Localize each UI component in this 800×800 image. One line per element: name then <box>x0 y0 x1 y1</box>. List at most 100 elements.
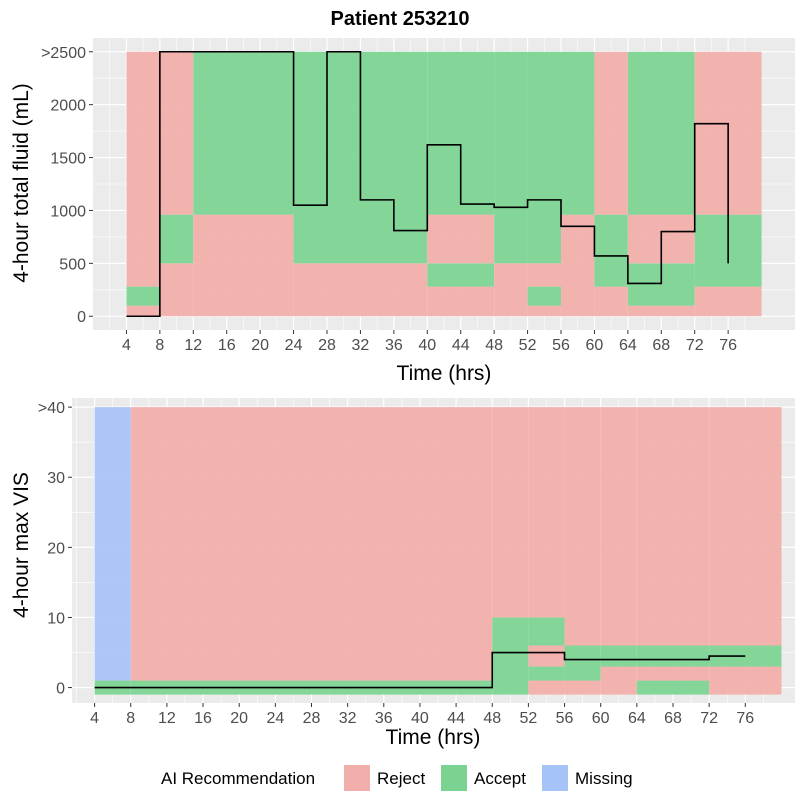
vis-tile-reject <box>636 666 710 681</box>
fluid-tile-accept <box>594 214 628 287</box>
legend: AI Recommendation Reject Accept Missing <box>161 765 633 791</box>
fluid-y-tick-label: 1500 <box>50 151 86 168</box>
fluid-x-tick-label: 68 <box>652 337 670 354</box>
chart-title: Patient 253210 <box>331 8 470 30</box>
legend-swatch-missing <box>542 765 568 791</box>
fluid-x-tick-label: 24 <box>285 337 303 354</box>
vis-x-tick-label: 36 <box>375 710 393 727</box>
vis-tile-reject <box>528 407 565 618</box>
vis-x-tick-label: 52 <box>519 710 537 727</box>
vis-x-tick-label: 24 <box>266 710 284 727</box>
fluid-tile-reject <box>594 286 628 317</box>
vis-x-axis-label: Time (hrs) <box>386 726 481 749</box>
vis-panel: 4 8 12 16 20 24 28 32 36 40 44 48 52 56 60 64 68 72 760102… <box>38 398 795 727</box>
vis-step-line <box>94 651 746 689</box>
vis-x-tick-label: 4 <box>90 710 99 727</box>
vis-x-tick-label: 16 <box>194 710 212 727</box>
legend-title: AI Recommendation <box>161 769 315 788</box>
legend-swatch-accept <box>441 765 467 791</box>
vis-x-tick-label: 64 <box>628 710 646 727</box>
fluid-tile-accept <box>527 51 561 264</box>
fluid-y-axis-label: 4-hour total fluid (mL) <box>10 83 33 283</box>
vis-x-tick-label: 76 <box>736 710 754 727</box>
vis-tile-accept <box>600 645 637 667</box>
fluid-x-tick-label: 28 <box>318 337 336 354</box>
fluid-x-tick-label: 60 <box>586 337 604 354</box>
vis-y-tick-label: 10 <box>47 610 65 627</box>
vis-tile-accept <box>636 645 710 667</box>
fluid-tile-accept <box>627 51 695 215</box>
vis-x-tick-label: 20 <box>230 710 248 727</box>
fluid-y-tick-label: 1000 <box>50 203 86 220</box>
fluid-x-tick-label: 16 <box>218 337 236 354</box>
vis-x-tick-label: 32 <box>339 710 357 727</box>
vis-x-tick-label: 68 <box>664 710 682 727</box>
vis-tile-reject <box>709 407 782 646</box>
legend-label-missing: Missing <box>575 769 633 788</box>
vis-tile-reject <box>600 666 637 695</box>
legend-swatch-reject <box>344 765 370 791</box>
vis-tile-accept <box>528 666 565 681</box>
vis-tile-accept <box>492 617 529 695</box>
fluid-tile-accept <box>193 51 294 215</box>
vis-tile-missing <box>94 407 131 681</box>
fluid-x-tick-label: 48 <box>485 337 503 354</box>
vis-x-tick-label: 56 <box>556 710 574 727</box>
fluid-tile-reject <box>561 214 595 317</box>
fluid-tile-reject <box>494 263 528 317</box>
fluid-tile-reject <box>427 286 495 317</box>
fluid-x-tick-label: 64 <box>619 337 637 354</box>
fluid-tile-accept <box>527 286 561 306</box>
vis-tile-reject <box>636 407 710 646</box>
fluid-tile-reject <box>527 263 561 287</box>
vis-y-tick-label: 20 <box>47 540 65 557</box>
fluid-x-tick-label: 8 <box>155 337 164 354</box>
fluid-x-tick-label: 40 <box>418 337 436 354</box>
vis-x-tick-label: 40 <box>411 710 429 727</box>
fluid-tile-reject <box>694 286 762 317</box>
vis-tile-reject <box>130 407 493 681</box>
fluid-tile-accept <box>494 51 528 264</box>
vis-x-tick-label: 28 <box>303 710 321 727</box>
fluid-x-tick-label: 36 <box>385 337 403 354</box>
vis-y-tick-label: >40 <box>38 400 65 417</box>
vis-x-tick-label: 44 <box>447 710 465 727</box>
fluid-x-tick-label: 20 <box>251 337 269 354</box>
fluid-tile-reject <box>293 263 428 317</box>
vis-x-tick-label: 48 <box>483 710 501 727</box>
fluid-x-tick-label: 72 <box>686 337 704 354</box>
fluid-tile-reject <box>193 214 294 317</box>
vis-tile-reject <box>564 407 601 646</box>
vis-x-tick-label: 72 <box>700 710 718 727</box>
fluid-step-line <box>126 50 729 318</box>
vis-tile-reject <box>564 680 601 695</box>
vis-tile-accept <box>528 617 565 646</box>
vis-tile-accept <box>564 645 601 667</box>
fluid-y-tick-label: >2500 <box>41 45 86 62</box>
legend-label-reject: Reject <box>377 769 425 788</box>
vis-tile-accept <box>564 666 601 681</box>
vis-y-tick-label: 0 <box>56 681 65 698</box>
legend-label-accept: Accept <box>474 769 526 788</box>
fluid-tile-reject <box>159 263 194 317</box>
fluid-x-tick-label: 32 <box>352 337 370 354</box>
vis-y-axis-label: 4-hour max VIS <box>10 472 33 618</box>
fluid-x-tick-label: 4 <box>122 337 131 354</box>
fluid-tile-reject <box>159 51 194 215</box>
fluid-x-tick-label: 56 <box>552 337 570 354</box>
vis-x-tick-label: 60 <box>592 710 610 727</box>
fluid-y-tick-label: 0 <box>77 309 86 326</box>
vis-tile-reject <box>528 645 565 667</box>
vis-tile-reject <box>709 666 782 695</box>
fluid-x-tick-label: 76 <box>719 337 737 354</box>
vis-x-tick-label: 12 <box>158 710 176 727</box>
fluid-tile-reject <box>427 214 495 264</box>
fluid-x-axis-label: Time (hrs) <box>397 362 492 385</box>
fluid-x-tick-label: 44 <box>452 337 470 354</box>
fluid-tile-reject <box>527 305 561 317</box>
fluid-y-tick-label: 2000 <box>50 98 86 115</box>
vis-tile-reject <box>492 407 529 618</box>
fluid-tile-reject <box>627 305 695 317</box>
fluid-tile-reject <box>594 51 628 215</box>
